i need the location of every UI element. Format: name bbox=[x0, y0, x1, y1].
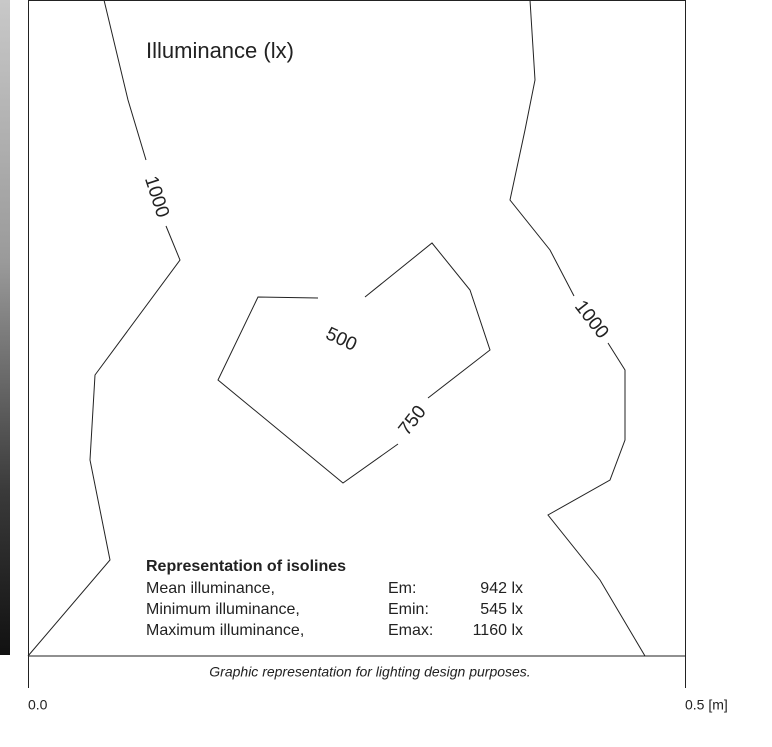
isoline bbox=[218, 297, 398, 483]
diagram-title: Illuminance (lx) bbox=[146, 38, 294, 63]
isoline bbox=[365, 243, 490, 398]
summary-value: 545 lx bbox=[480, 601, 523, 618]
summary-table: Mean illuminance, Em: 942 lx Minimum illumi… bbox=[146, 580, 523, 639]
summary-value: 1160 lx bbox=[473, 622, 523, 639]
isoline bbox=[510, 0, 574, 296]
isoline-label: 750 bbox=[395, 402, 431, 440]
summary-symbol: Em: bbox=[388, 580, 416, 597]
footer-note: Graphic representation for lighting desi… bbox=[209, 664, 530, 680]
isoline-label: 1000 bbox=[570, 297, 613, 343]
isoline-diagram: Illuminance (lx) 1000 1000 500 750 Repre… bbox=[0, 0, 772, 742]
summary-label: Mean illuminance, bbox=[146, 580, 275, 597]
summary-symbol: Emax: bbox=[388, 622, 433, 639]
isoline-label: 1000 bbox=[140, 173, 173, 220]
summary-label: Minimum illuminance, bbox=[146, 601, 300, 618]
side-strip bbox=[0, 0, 10, 655]
summary-value: 942 lx bbox=[480, 580, 523, 597]
isoline-label: 500 bbox=[322, 323, 360, 355]
axis-label: 0.5 [m] bbox=[685, 697, 728, 713]
summary-symbol: Emin: bbox=[388, 601, 429, 618]
axis-label: 0.0 bbox=[28, 697, 48, 713]
isoline bbox=[548, 343, 645, 656]
summary-heading: Representation of isolines bbox=[146, 558, 346, 575]
summary-label: Maximum illuminance, bbox=[146, 622, 304, 639]
isoline bbox=[104, 0, 146, 160]
